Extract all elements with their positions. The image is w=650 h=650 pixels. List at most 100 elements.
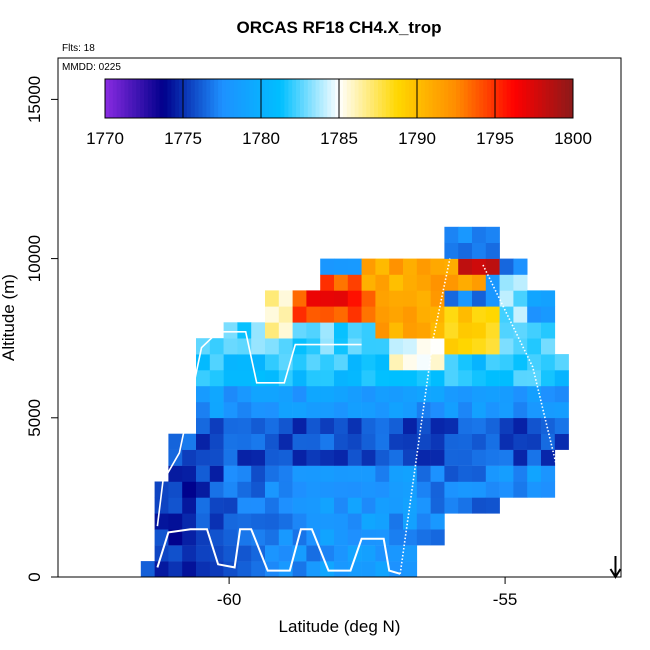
heatmap-cell — [292, 513, 307, 530]
heatmap-cell — [278, 513, 293, 530]
heatmap-cell — [334, 370, 349, 387]
heatmap-cell — [458, 354, 473, 371]
colorbar-segment — [448, 79, 453, 118]
colorbar-segment — [549, 79, 554, 118]
colorbar-segment — [557, 79, 562, 118]
heatmap-cell — [292, 497, 307, 514]
heatmap-cell — [499, 370, 514, 387]
heatmap-cell — [209, 529, 224, 546]
colorbar-segment — [467, 79, 472, 118]
heatmap-cell — [196, 465, 211, 482]
heatmap-cell — [154, 513, 169, 530]
colorbar-segment — [257, 79, 262, 118]
heatmap-cell — [499, 401, 514, 419]
heatmap-cell — [472, 354, 487, 371]
heatmap-cell — [375, 338, 390, 355]
heatmap-cell — [485, 433, 500, 450]
heatmap-cell — [168, 449, 183, 466]
flight-track-dotted — [482, 264, 562, 482]
heatmap-cell — [485, 226, 500, 243]
heatmap-cell — [472, 258, 487, 275]
colorbar-segment — [479, 79, 484, 118]
heatmap-cell — [361, 433, 376, 450]
colorbar-segment — [241, 79, 246, 118]
heatmap-cell — [375, 417, 390, 434]
heatmap-cell — [444, 386, 459, 403]
heatmap-cell — [430, 322, 445, 339]
heatmap-cell — [375, 561, 390, 578]
heatmap-cell — [251, 354, 266, 371]
colorbar-segment — [288, 79, 293, 118]
heatmap-cell — [403, 449, 418, 466]
heatmap-cell — [209, 433, 224, 450]
heatmap-cell — [389, 290, 404, 307]
heatmap-cell — [389, 449, 404, 466]
heatmap-cell — [237, 370, 252, 387]
colorbar-segment — [292, 79, 297, 118]
heatmap-cell — [265, 417, 280, 434]
heatmap-cell — [375, 465, 390, 482]
heatmap-cell — [485, 274, 500, 291]
heatmap-cell — [541, 449, 556, 466]
heatmap-cell — [347, 481, 362, 498]
heatmap-cell — [430, 274, 445, 291]
colorbar-segment — [151, 79, 157, 118]
heatmap-cell — [209, 386, 224, 403]
heatmap-cell — [320, 338, 335, 355]
heatmap-cell — [430, 417, 445, 434]
colorbar-segment — [245, 79, 250, 118]
heatmap-cell — [251, 449, 266, 466]
heatmap-cell — [527, 306, 542, 323]
heatmap-cell — [444, 401, 459, 419]
heatmap-cell — [251, 529, 266, 546]
heatmap-cell — [306, 401, 321, 419]
flight-track-ascent — [156, 330, 362, 527]
heatmap-cell — [278, 561, 293, 578]
heatmap-cell — [223, 417, 238, 434]
colorbar-segment — [491, 79, 496, 118]
colorbar-segment — [112, 79, 118, 118]
colorbar-segment — [339, 79, 344, 118]
heatmap-cell — [527, 401, 542, 419]
heatmap-cell — [389, 322, 404, 339]
heatmap-cell — [292, 306, 307, 323]
heatmap-cell — [361, 465, 376, 482]
heatmap-cell — [444, 417, 459, 434]
heatmap-cell — [361, 417, 376, 434]
colorbar-segment — [514, 79, 519, 118]
y-tick-label: 5000 — [25, 399, 44, 437]
colorbar-segment — [206, 79, 211, 118]
heatmap-cell — [499, 290, 514, 307]
heatmap-cell — [334, 386, 349, 403]
date-label: MMDD: 0225 — [62, 62, 121, 73]
heatmap-cell — [513, 258, 528, 275]
heatmap-cell — [223, 449, 238, 466]
heatmap-cell — [237, 545, 252, 562]
colorbar-segment — [541, 79, 547, 118]
heatmap-cell — [389, 513, 404, 530]
heatmap-cell — [541, 322, 556, 339]
heatmap-cell — [196, 417, 211, 434]
heatmap-cell — [375, 290, 390, 307]
heatmap-cell — [389, 306, 404, 323]
heatmap-cell — [334, 306, 349, 323]
heatmap-cell — [499, 433, 514, 450]
colorbar-segment — [401, 79, 406, 118]
heatmap-cell — [154, 561, 169, 578]
heatmap-cell — [444, 274, 459, 291]
heatmap-cell — [209, 338, 224, 355]
heatmap-cell — [265, 449, 280, 466]
colorbar-segment — [409, 79, 414, 118]
heatmap-cell — [196, 481, 211, 498]
colorbar-segment — [303, 79, 309, 118]
heatmap-cell — [237, 433, 252, 450]
colorbar-segment — [284, 79, 289, 118]
heatmap-cell — [265, 354, 280, 371]
heatmap-cell — [444, 258, 459, 275]
heatmap-cell — [361, 258, 376, 275]
heatmap-cell — [513, 354, 528, 371]
heatmap-cell — [306, 370, 321, 387]
colorbar-segment — [518, 79, 523, 118]
heatmap-cell — [375, 258, 390, 275]
heatmap-cell — [554, 386, 569, 403]
